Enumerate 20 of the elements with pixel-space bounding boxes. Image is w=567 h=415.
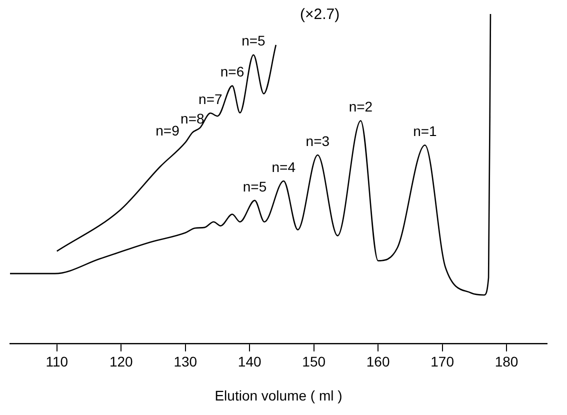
x-tick-label: 160 [366, 354, 390, 370]
x-tick-label: 140 [238, 354, 262, 370]
x-tick-label: 130 [174, 354, 198, 370]
annotation: n=9 [156, 122, 180, 138]
x-tick-label: 150 [302, 354, 326, 370]
annotation: n=2 [348, 98, 373, 115]
annotation: n=8 [180, 110, 205, 126]
annotation: n=4 [272, 158, 296, 175]
x-tick-label: 120 [109, 354, 134, 370]
annotation: n=1 [413, 122, 438, 139]
annotation: n=5 [242, 32, 266, 49]
annotation: n=6 [220, 64, 244, 80]
x-tick-label: 110 [46, 354, 68, 370]
annotation: n=7 [198, 91, 222, 108]
annotation: n=3 [306, 132, 330, 149]
annotation: (×2.7) [300, 6, 340, 23]
annotation: n=5 [242, 178, 267, 194]
x-axis-title: Elution volume ( ml ) [214, 387, 342, 404]
x-tick-label: 180 [494, 354, 518, 370]
x-tick-label: 170 [430, 354, 454, 370]
